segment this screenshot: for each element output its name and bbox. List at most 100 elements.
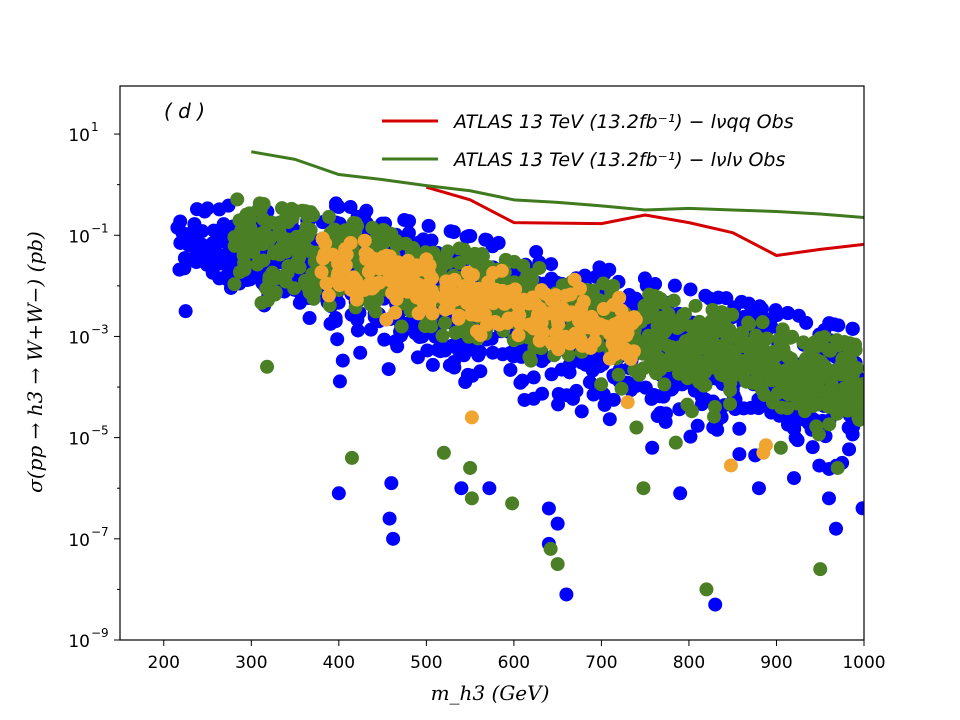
blue-point (190, 202, 205, 217)
green-point (627, 363, 642, 378)
green-point (344, 450, 359, 465)
green-point (561, 347, 576, 362)
orange-point (572, 281, 587, 296)
blue-point (332, 374, 347, 389)
green-point (640, 310, 655, 325)
green-point (306, 208, 321, 223)
y-tick-label: 10 (68, 227, 90, 247)
blue-point (446, 355, 461, 370)
blue-point (178, 304, 193, 319)
green-point (813, 354, 828, 369)
green-point (522, 350, 537, 365)
blue-point (602, 412, 617, 427)
green-point (688, 298, 703, 313)
orange-point (511, 328, 526, 343)
x-axis-ticks: 200 300 400 500 600 700 800 900 1000 (148, 640, 886, 673)
green-point (827, 399, 842, 414)
x-tick-label: 800 (673, 653, 705, 673)
orange-point (358, 246, 373, 261)
green-point (363, 297, 378, 312)
orange-point (317, 247, 332, 262)
blue-point (544, 257, 559, 272)
blue-point (673, 486, 688, 501)
green-point (636, 481, 651, 496)
blue-point (421, 218, 436, 233)
green-point (278, 232, 293, 247)
orange-point (464, 410, 479, 425)
orange-point (508, 310, 523, 325)
green-point (463, 460, 478, 475)
blue-point (637, 271, 652, 286)
blue-point (574, 404, 589, 419)
green-point (794, 390, 809, 405)
blue-point (302, 311, 317, 326)
blue-point (443, 224, 458, 239)
orange-point (444, 274, 459, 289)
x-tick-label: 700 (585, 653, 617, 673)
orange-point (620, 395, 635, 410)
green-point (437, 315, 452, 330)
green-point (682, 349, 697, 364)
orange-point (372, 275, 387, 290)
blue-point (828, 521, 843, 536)
green-point (230, 192, 245, 207)
blue-point (200, 201, 215, 216)
blue-point (460, 367, 475, 382)
orange-point (408, 260, 423, 275)
green-point (705, 302, 720, 317)
green-point (851, 410, 864, 425)
green-point (723, 396, 738, 411)
green-point (242, 206, 257, 221)
x-tick-label: 600 (498, 653, 530, 673)
green-point (606, 278, 621, 293)
blue-point (710, 422, 725, 437)
blue-point (482, 481, 497, 496)
green-point (650, 319, 665, 334)
orange-point (618, 347, 633, 362)
green-point (543, 541, 558, 556)
orange-point (382, 249, 397, 264)
green-point (724, 343, 739, 358)
blue-point (559, 587, 574, 602)
green-point (790, 372, 805, 387)
green-point (259, 228, 274, 243)
blue-point (592, 359, 607, 374)
legend: ATLAS 13 TeV (13.2fb⁻¹) − lνqq Obs ATLAS… (382, 111, 794, 171)
green-point (845, 367, 860, 382)
green-point (303, 271, 318, 286)
green-point (464, 491, 479, 506)
green-point (507, 254, 522, 269)
green-point (435, 328, 450, 343)
y-tick-exponent: −7 (91, 525, 109, 539)
blue-point (667, 278, 682, 293)
orange-point (564, 305, 579, 320)
orange-point (581, 320, 596, 335)
blue-point (503, 362, 518, 377)
blue-point (780, 306, 795, 321)
green-point (611, 367, 626, 382)
blue-point (645, 440, 660, 455)
y-tick-label: 10 (68, 531, 90, 551)
green-point (673, 316, 688, 331)
blue-point (189, 255, 204, 270)
green-point (641, 328, 656, 343)
blue-point (734, 294, 749, 309)
green-point (406, 241, 421, 256)
blue-point (708, 597, 723, 612)
orange-point (421, 277, 436, 292)
orange-point (550, 313, 565, 328)
green-point (755, 315, 770, 330)
green-point (350, 218, 365, 233)
blue-point (855, 501, 864, 516)
blue-point (416, 232, 431, 247)
blue-point (586, 387, 601, 402)
blue-point (454, 481, 469, 496)
y-tick-exponent: −3 (91, 322, 109, 336)
green-point (629, 420, 644, 435)
orange-point (469, 324, 484, 339)
green-point (848, 337, 863, 352)
blue-point (331, 486, 346, 501)
blue-point (768, 303, 783, 318)
green-point (703, 339, 718, 354)
green-point (284, 201, 299, 216)
